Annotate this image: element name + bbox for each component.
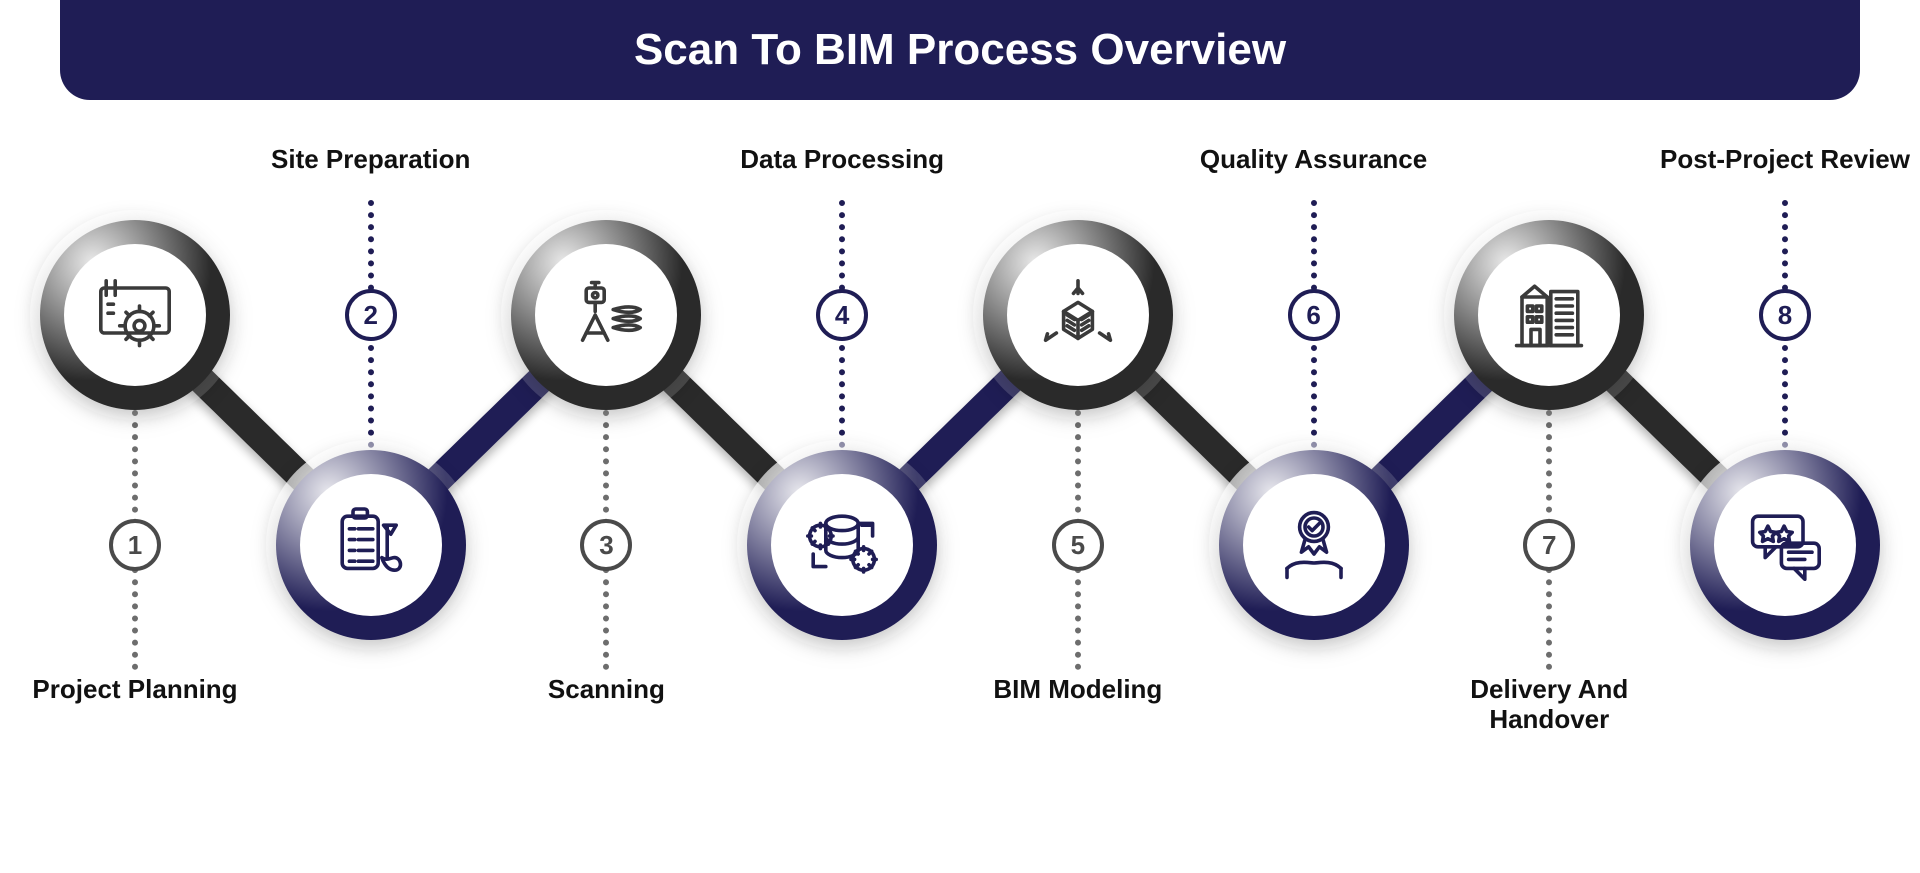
step-number-text: 5 [1071, 530, 1085, 561]
step-label-4: Data Processing [712, 145, 972, 175]
step-icon-siteprep-icon [300, 474, 442, 616]
step-number-6: 6 [1288, 289, 1340, 341]
step-label-3: Scanning [476, 675, 736, 705]
step-circle-1 [30, 210, 240, 420]
step-number-text: 2 [363, 300, 377, 331]
step-circle-5 [973, 210, 1183, 420]
step-number-text: 8 [1778, 300, 1792, 331]
step-label-2: Site Preparation [241, 145, 501, 175]
step-icon-delivery-icon [1478, 244, 1620, 386]
step-number-3: 3 [580, 519, 632, 571]
step-circle-7 [1444, 210, 1654, 420]
step-label-7: Delivery And Handover [1419, 675, 1679, 735]
step-label-8: Post-Project Review [1655, 145, 1915, 175]
process-stage: 1 Project Planning 2 Site Preparation 3 Sca… [0, 140, 1920, 840]
step-number-8: 8 [1759, 289, 1811, 341]
step-circle-6 [1209, 440, 1419, 650]
step-number-text: 6 [1306, 300, 1320, 331]
step-icon-dataproc-icon [771, 474, 913, 616]
step-number-7: 7 [1523, 519, 1575, 571]
header-banner: Scan To BIM Process Overview [60, 0, 1860, 100]
page-title: Scan To BIM Process Overview [634, 25, 1286, 75]
step-label-5: BIM Modeling [948, 675, 1208, 705]
step-number-1: 1 [109, 519, 161, 571]
step-circle-8 [1680, 440, 1890, 650]
step-number-text: 1 [128, 530, 142, 561]
step-number-text: 3 [599, 530, 613, 561]
step-number-text: 4 [835, 300, 849, 331]
step-number-text: 7 [1542, 530, 1556, 561]
step-circle-3 [501, 210, 711, 420]
step-number-4: 4 [816, 289, 868, 341]
step-icon-review-icon [1714, 474, 1856, 616]
step-icon-qa-icon [1243, 474, 1385, 616]
step-circle-2 [266, 440, 476, 650]
step-label-6: Quality Assurance [1184, 145, 1444, 175]
step-circle-4 [737, 440, 947, 650]
step-icon-planning-icon [64, 244, 206, 386]
step-number-2: 2 [345, 289, 397, 341]
step-number-5: 5 [1052, 519, 1104, 571]
step-icon-modeling-icon [1007, 244, 1149, 386]
step-icon-scanning-icon [535, 244, 677, 386]
step-label-1: Project Planning [5, 675, 265, 705]
